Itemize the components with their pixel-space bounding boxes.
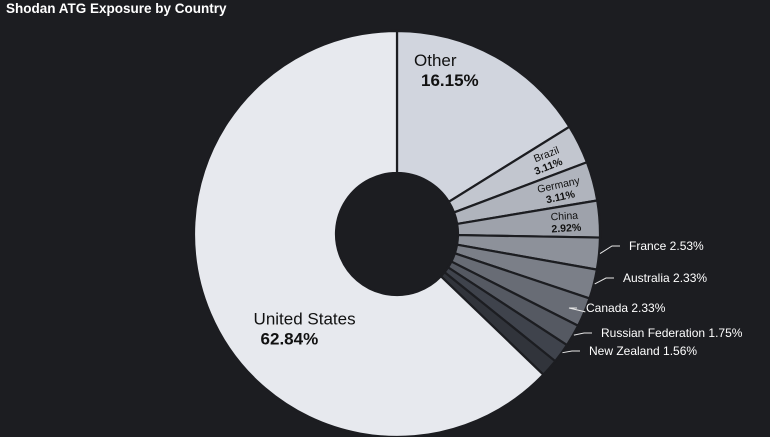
slices-group <box>192 29 602 437</box>
slice-united-states[interactable] <box>192 29 545 437</box>
label-australia: Australia 2.33% <box>623 271 707 285</box>
leader-line-france <box>599 245 620 254</box>
leader-line-new-zealand <box>562 350 580 354</box>
leader-line-russian-federation <box>573 332 592 336</box>
label-france: France 2.53% <box>629 239 704 253</box>
label-united-states-value: 62.84% <box>261 330 319 349</box>
label-other-name: Other <box>414 51 457 70</box>
chart-title: Shodan ATG Exposure by Country <box>6 1 227 16</box>
label-china-value: 2.92% <box>551 222 582 236</box>
leader-line-australia <box>594 277 614 285</box>
leader-line-canada <box>568 307 586 313</box>
label-new-zealand: New Zealand 1.56% <box>589 344 697 358</box>
label-canada: Canada 2.33% <box>586 301 666 315</box>
leader-lines-group <box>562 245 620 354</box>
label-united-states-name: United States <box>254 310 356 329</box>
label-russian-federation: Russian Federation 1.75% <box>601 326 743 340</box>
labels-group: Other16.15%Brazil3.11%Germany3.11%China2… <box>254 51 743 358</box>
slice-other[interactable] <box>395 29 571 203</box>
label-china-name: China <box>550 210 578 224</box>
label-other-value: 16.15% <box>421 71 479 90</box>
